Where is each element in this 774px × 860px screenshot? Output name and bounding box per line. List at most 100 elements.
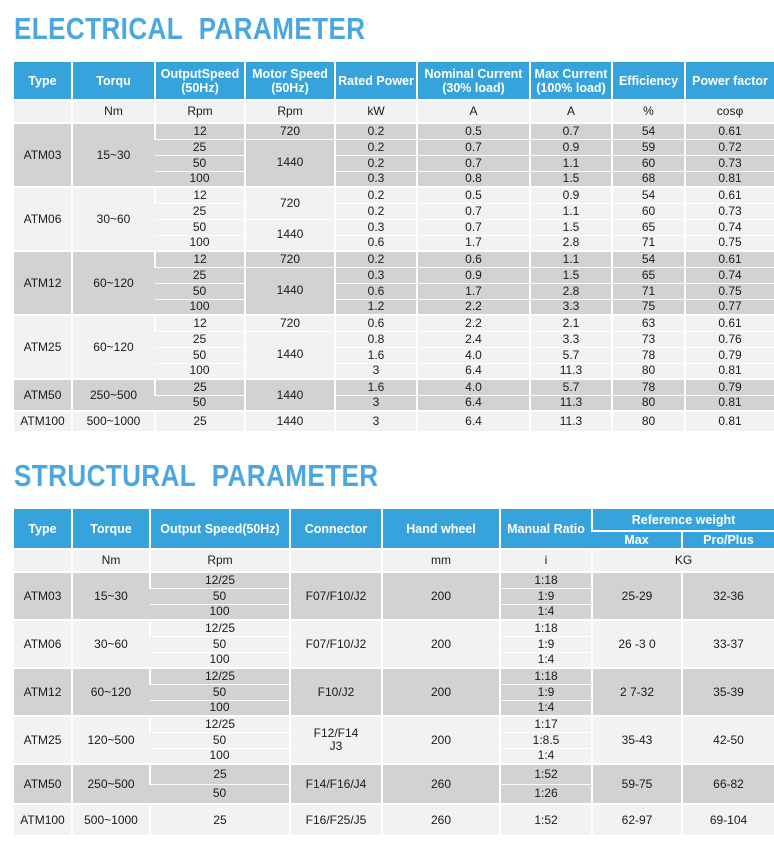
unit-cell: i — [499, 549, 592, 573]
electrical-header-row: Type Torqu OutputSpeed (50Hz) Motor Speed (50… — [14, 62, 774, 101]
cell-efficiency: 75 — [611, 298, 685, 315]
unit-cell: KG — [590, 549, 774, 573]
cell-rated-power: 0.3 — [334, 218, 417, 235]
cell-rated-power: 0.6 — [334, 234, 417, 251]
cell-efficiency: 80 — [611, 410, 685, 431]
table-row: ATM06 30~60 12 720 0.2 0.5 0.9 54 0.61 — [14, 186, 774, 251]
cell-manual-ratio: 1:26 — [499, 783, 592, 804]
cell-output-speed: 25 — [155, 138, 245, 155]
table-row: 50 0.6 1.7 2.8 71 0.75 — [14, 282, 774, 299]
cell-power-factor: 0.75 — [684, 282, 774, 299]
cell-weight-max: 62-97 — [591, 803, 682, 835]
cell-connector: F12/F14 J3 — [289, 715, 382, 764]
cell-rated-power: 3 — [334, 410, 417, 431]
cell-rated-power: 3 — [334, 362, 417, 379]
table-row: ATM03 15~30 12/25 F07/F10/J2 200 1:18 25-29 32-… — [14, 571, 774, 620]
cell-torque: 60~120 — [71, 667, 150, 716]
header-torque: Torque — [71, 509, 150, 550]
cell-max-current: 0.9 — [529, 138, 612, 155]
cell-output-speed: 50 — [150, 731, 290, 748]
cell-rated-power: 1.6 — [334, 378, 417, 395]
header-type: Type — [14, 62, 72, 101]
cell-output-speed: 100 — [155, 234, 245, 251]
structural-parameter-title-text: STRUCTURAL PARAMETER — [14, 458, 379, 493]
cell-torque: 30~60 — [71, 186, 155, 251]
table-row: 50 1:9 — [14, 683, 774, 700]
cell-hand-wheel: 200 — [381, 571, 500, 620]
header-rated-power: Rated Power — [334, 62, 417, 101]
header-power-factor: Power factor — [684, 62, 774, 101]
header-line2: (100% load) — [536, 80, 606, 95]
cell-weight-max: 2 7-32 — [591, 667, 682, 716]
table-row: ATM100 500~1000 25 1440 3 6.4 11.3 80 0.81 — [14, 410, 774, 431]
cell-output-speed: 12 — [154, 122, 245, 139]
table-row: 25 0.2 0.7 1.1 60 0.73 — [14, 202, 774, 219]
header-line1: Motor Speed — [252, 66, 328, 81]
cell-weight-pro-plus: 66-82 — [680, 763, 774, 804]
table-row: ATM50 250~500 25 F14/F16/J4 260 1:52 59-75 66-8… — [14, 763, 774, 804]
header-line1: Max Current — [534, 66, 608, 81]
cell-torque: 30~60 — [71, 619, 150, 668]
cell-max-current: 0.9 — [529, 186, 612, 203]
header-line1: Efficiency — [618, 73, 679, 88]
cell-output-speed: 50 — [150, 587, 290, 604]
cell-type: ATM100 — [14, 410, 72, 431]
cell-manual-ratio: 1:18 — [499, 619, 592, 636]
cell-motor-speed: 1440 — [244, 410, 335, 431]
header-line1: Power factor — [692, 73, 768, 88]
cell-manual-ratio: 1:4 — [499, 747, 592, 764]
cell-max-current: 1.1 — [529, 202, 612, 219]
cell-weight-max: 59-75 — [591, 763, 682, 804]
cell-efficiency: 54 — [611, 122, 685, 139]
cell-output-speed: 25 — [149, 763, 290, 784]
header-line2: (30% load) — [442, 80, 505, 95]
cell-nominal-current: 0.7 — [416, 218, 530, 235]
cell-type: ATM50 — [14, 378, 72, 411]
header-type: Type — [14, 509, 72, 550]
cell-power-factor: 0.75 — [684, 234, 774, 251]
table-row: 50 1:9 — [14, 635, 774, 652]
structural-parameter-title: STRUCTURAL PARAMETER — [14, 459, 774, 493]
unit-cell: Nm — [71, 549, 150, 573]
cell-output-speed: 25 — [154, 378, 245, 395]
header-output-speed-50hz: Output Speed(50Hz) — [149, 509, 290, 550]
cell-output-speed: 100 — [150, 603, 290, 620]
cell-hand-wheel: 200 — [381, 667, 500, 716]
header-reference-weight: Reference weight — [590, 509, 774, 532]
table-row: 100 1:4 — [14, 603, 774, 620]
table-row: 50 1:9 — [14, 587, 774, 604]
cell-max-current: 3.3 — [529, 330, 612, 347]
cell-nominal-current: 0.5 — [416, 186, 530, 203]
structural-header-row-sub: Max Pro/Plus — [14, 531, 774, 550]
cell-manual-ratio: 1:18 — [499, 571, 592, 588]
cell-manual-ratio: 1:52 — [499, 803, 592, 835]
header-pro-plus: Pro/Plus — [680, 531, 774, 550]
unit-cell: % — [611, 100, 685, 124]
cell-weight-pro-plus: 32-36 — [680, 571, 774, 620]
cell-nominal-current: 1.7 — [416, 234, 530, 251]
cell-output-speed: 50 — [150, 683, 290, 700]
cell-rated-power: 0.2 — [334, 154, 417, 171]
cell-type: ATM12 — [14, 250, 72, 315]
cell-efficiency: 65 — [611, 218, 685, 235]
cell-rated-power: 0.2 — [334, 250, 417, 267]
table-row: ATM100 500~1000 25 F16/F25/J5 260 1:52 62-97 69… — [14, 803, 774, 835]
cell-power-factor: 0.79 — [684, 378, 774, 395]
unit-cell — [289, 549, 382, 573]
unit-cell — [14, 100, 72, 124]
cell-power-factor: 0.61 — [684, 122, 774, 139]
cell-power-factor: 0.61 — [684, 314, 774, 331]
cell-weight-max: 35-43 — [591, 715, 682, 764]
cell-output-speed: 25 — [155, 330, 245, 347]
table-row: ATM12 60~120 12 720 0.2 0.6 1.1 54 0.61 — [14, 250, 774, 315]
header-connector: Connector — [289, 509, 382, 550]
cell-output-speed: 50 — [155, 282, 245, 299]
structural-parameter-table: Type Torque Output Speed(50Hz) Connector Han… — [14, 509, 774, 835]
cell-max-current: 11.3 — [529, 394, 612, 411]
table-row: 50 1:26 — [14, 783, 774, 804]
cell-type: ATM06 — [14, 186, 72, 251]
cell-motor-speed: 1440 — [244, 138, 335, 187]
cell-nominal-current: 6.4 — [416, 362, 530, 379]
cell-efficiency: 65 — [611, 266, 685, 283]
